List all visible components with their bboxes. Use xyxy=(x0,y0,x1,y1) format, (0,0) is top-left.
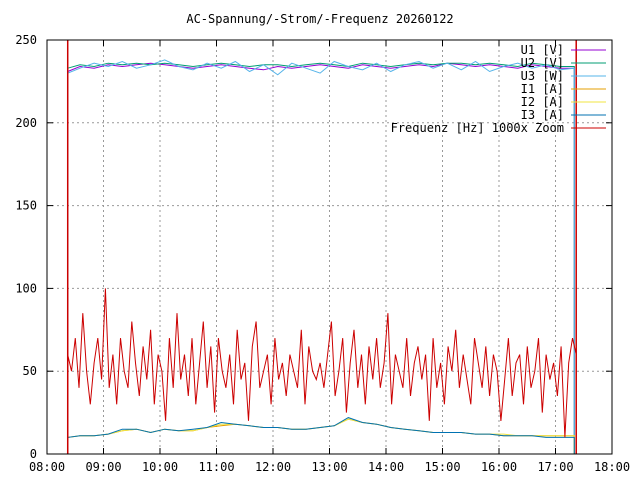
x-tick-label: 09:00 xyxy=(85,460,121,474)
y-tick-label: 200 xyxy=(15,116,37,130)
legend-label: Frequenz [Hz] 1000x Zoom xyxy=(391,121,564,135)
x-tick-label: 10:00 xyxy=(142,460,178,474)
legend-label: U1 [V] xyxy=(521,43,564,57)
legend-label: I1 [A] xyxy=(521,82,564,96)
y-tick-label: 100 xyxy=(15,281,37,295)
y-tick-label: 50 xyxy=(23,364,37,378)
x-tick-label: 14:00 xyxy=(368,460,404,474)
series-line-6 xyxy=(67,288,577,454)
y-tick-label: 0 xyxy=(30,447,37,461)
series-layer xyxy=(66,40,577,454)
series-line-0 xyxy=(67,62,575,454)
x-tick-label: 15:00 xyxy=(424,460,460,474)
legend-label: I2 [A] xyxy=(521,95,564,109)
x-tick-label: 16:00 xyxy=(481,460,517,474)
legend-label: U3 [W] xyxy=(521,69,564,83)
series-line-1 xyxy=(67,62,575,454)
grid-layer xyxy=(47,40,612,454)
x-tick-label: 13:00 xyxy=(311,460,347,474)
legend-label: I3 [A] xyxy=(521,108,564,122)
series-line-4 xyxy=(67,418,575,454)
legend: U1 [V]U2 [V]U3 [W]I1 [A]I2 [A]I3 [A]Freq… xyxy=(391,43,606,135)
y-tick-label: 250 xyxy=(15,33,37,47)
legend-label: U2 [V] xyxy=(521,56,564,70)
series-line-5 xyxy=(67,417,575,454)
y-tick-label: 150 xyxy=(15,199,37,213)
series-line-2 xyxy=(67,59,575,454)
chart-title: AC-Spannung/-Strom/-Frequenz 20260122 xyxy=(186,12,454,26)
x-tick-label: 11:00 xyxy=(198,460,234,474)
x-tick-label: 18:00 xyxy=(594,460,630,474)
axis-layer: 0 50 100 150 200 250 08:00 09:00 10:00 11:00 12:00… xyxy=(15,33,630,474)
series-line-3 xyxy=(67,418,575,454)
x-tick-label: 08:00 xyxy=(29,460,65,474)
x-tick-label: 17:00 xyxy=(537,460,573,474)
x-tick-label: 12:00 xyxy=(255,460,291,474)
